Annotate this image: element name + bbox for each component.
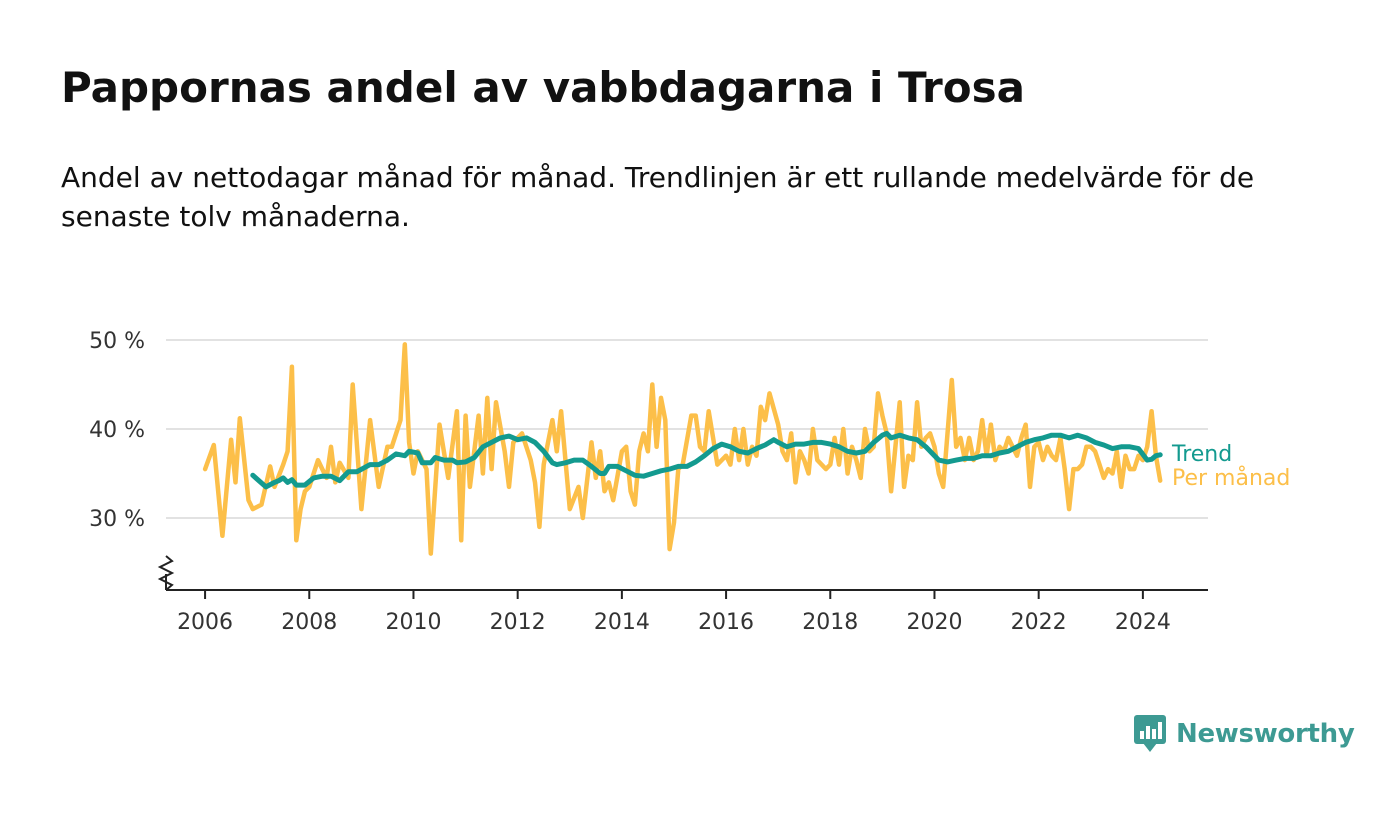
y-tick-label: 30 % — [89, 507, 145, 532]
brand-name: Newsworthy — [1176, 719, 1355, 749]
newsworthy-logo-icon — [1134, 715, 1166, 752]
x-tick-label: 2020 — [906, 610, 962, 635]
y-tick-label: 50 % — [89, 329, 145, 354]
x-tick-label: 2018 — [802, 610, 858, 635]
series-label-per-manad: Per månad — [1172, 465, 1290, 491]
newsworthy-logo[interactable]: Newsworthy — [1133, 712, 1355, 756]
chart-title: Pappornas andel av vabbdagarna i Trosa — [61, 63, 1025, 112]
x-tick-label: 2012 — [490, 610, 546, 635]
x-tick-label: 2010 — [385, 610, 441, 635]
monthly-series-line — [202, 342, 1163, 556]
x-tick-label: 2024 — [1115, 610, 1171, 635]
x-tick-label: 2014 — [594, 610, 650, 635]
x-tick-label: 2006 — [177, 610, 233, 635]
trend-series-line — [250, 430, 1163, 490]
chart-subtitle: Andel av nettodagar månad för månad. Tre… — [61, 161, 1255, 233]
x-tick-label: 2016 — [698, 610, 754, 635]
series-label-trend: Trend — [1171, 442, 1232, 467]
x-tick-label: 2008 — [281, 610, 337, 635]
axis-break-icon — [157, 555, 175, 591]
y-tick-label: 40 % — [89, 418, 145, 443]
x-tick-label: 2022 — [1011, 610, 1067, 635]
